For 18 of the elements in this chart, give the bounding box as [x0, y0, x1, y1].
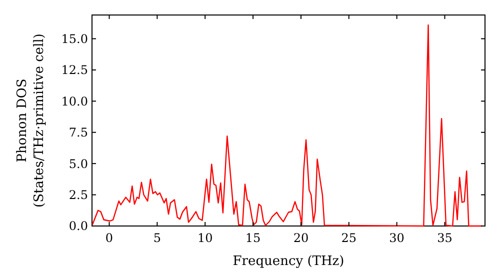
x-tick-label: 35 [437, 231, 452, 245]
x-tick-label: 0 [105, 231, 114, 245]
x-tick-label: 20 [293, 231, 309, 245]
y-axis-title: Phonon DOS (States/THz·primitive cell) [15, 33, 47, 208]
x-tick-label: 15 [245, 231, 261, 245]
x-axis-title: Frequency (THz) [232, 254, 344, 269]
y-tick-label: 10.0 [61, 94, 88, 108]
x-tick-label: 25 [341, 231, 357, 245]
line-series [92, 24, 483, 227]
y-tick-label: 2.5 [68, 188, 88, 202]
y-tick-label: 0.0 [68, 219, 88, 234]
y-tick-label: 12.5 [61, 63, 88, 78]
x-tick-label: 10 [197, 231, 213, 245]
x-tick-label: 5 [153, 231, 161, 245]
y-tick-label: 15.0 [61, 32, 88, 46]
y-tick-label: 7.5 [68, 126, 88, 140]
x-tick-label: 30 [389, 231, 404, 245]
y-tick-label: 5.0 [68, 156, 88, 171]
